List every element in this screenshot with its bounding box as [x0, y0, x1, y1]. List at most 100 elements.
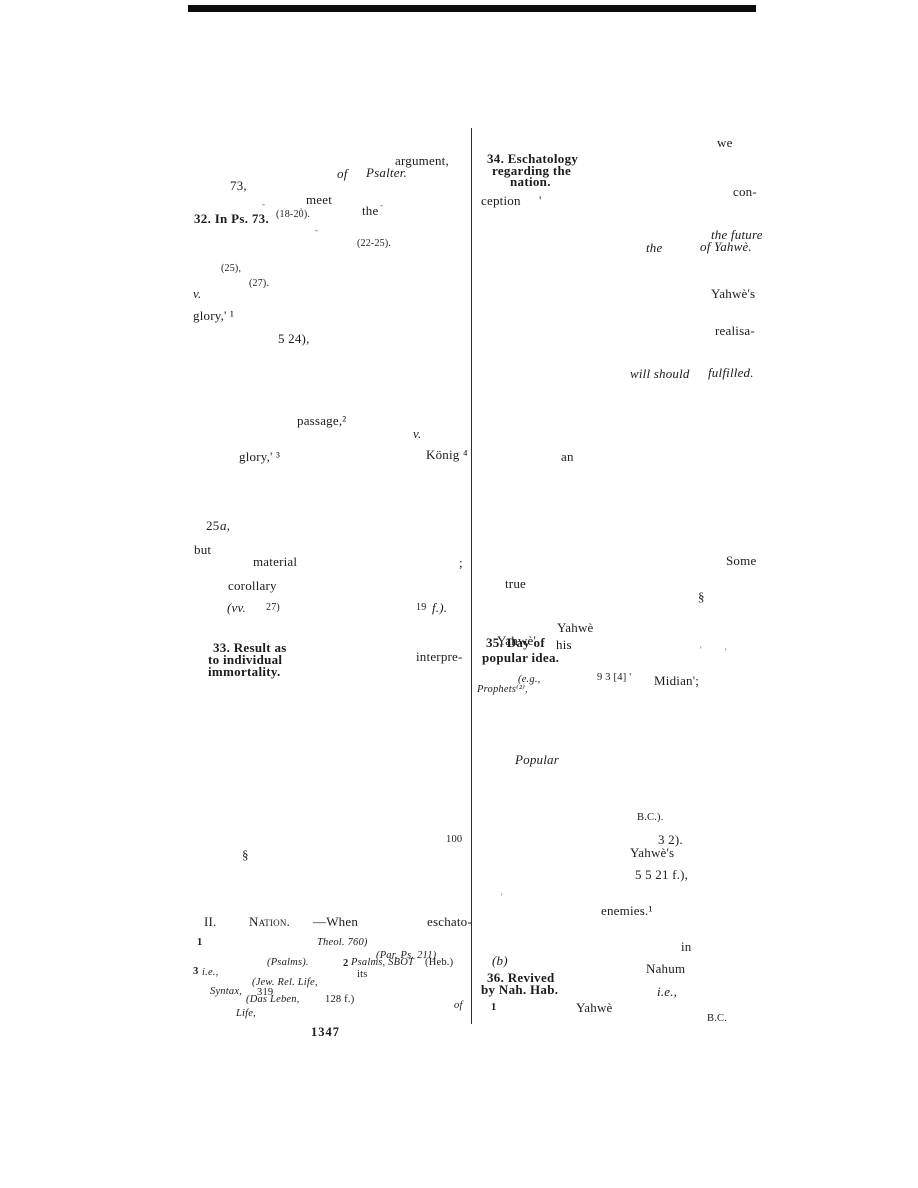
text-fragment: 73,: [230, 178, 247, 193]
column-divider: [471, 128, 472, 1024]
text-fragment: glory,' ³: [239, 449, 281, 464]
text-fragment: —When: [313, 914, 359, 929]
section-36-heading-line2: by Nah. Hab.: [481, 982, 559, 997]
text-fragment: 1: [491, 1002, 497, 1013]
text-fragment: enemies.¹: [601, 903, 653, 918]
text-fragment: Yahwè's: [711, 286, 756, 301]
text-fragment: in: [681, 939, 692, 954]
text-fragment: 319: [257, 987, 274, 998]
text-fragment: but: [194, 542, 212, 557]
text-fragment: Prophets⁽²⁾,: [477, 684, 528, 695]
text-fragment: Yahwè: [557, 620, 594, 635]
text-fragment: -: [315, 225, 319, 235]
text-fragment: i.e.,: [657, 984, 678, 999]
text-fragment: glory,' ¹: [193, 308, 235, 323]
text-fragment: his: [556, 637, 572, 652]
text-fragment: interpre-: [416, 649, 463, 664]
text-fragment: ': [725, 647, 727, 657]
text-fragment: 1: [197, 937, 203, 948]
text-fragment: 5 24),: [278, 331, 310, 346]
text-fragment: will should: [630, 366, 690, 381]
text-fragment: Syntax,: [210, 986, 243, 997]
text-fragment: (vv.: [227, 600, 246, 615]
text-fragment: 3: [193, 966, 199, 977]
text-fragment: true: [505, 576, 527, 591]
text-fragment: (Par. Ps. 211): [376, 950, 437, 961]
top-rule: [188, 5, 756, 12]
text-fragment: its: [357, 969, 368, 980]
section-35-heading-line1: 35. Day of: [486, 635, 545, 650]
text-fragment: (b): [492, 953, 508, 968]
text-fragment: II.: [204, 914, 217, 929]
text-fragment: ': [700, 645, 702, 655]
text-fragment: B.C.: [707, 1013, 728, 1024]
text-fragment: §: [242, 847, 249, 862]
text-fragment: 27): [266, 602, 280, 613]
text-fragment: -: [380, 200, 384, 210]
section-36-heading-line1: 36. Revived: [487, 970, 555, 985]
text-fragment: a,: [220, 518, 231, 533]
text-fragment: the future: [711, 227, 763, 242]
text-fragment: 100: [446, 834, 463, 845]
text-fragment: ': [539, 193, 542, 208]
text-fragment: (Heb.): [425, 957, 454, 968]
text-fragment: material: [253, 554, 298, 569]
text-fragment: Yahwè: [576, 1000, 613, 1015]
text-fragment: of: [454, 1000, 463, 1011]
text-fragment: Theol. 760): [317, 937, 368, 948]
text-fragment: (Psalms).: [267, 957, 309, 968]
text-fragment: passage,²: [297, 413, 347, 428]
text-fragment: an: [561, 449, 574, 464]
text-fragment: ception: [481, 193, 521, 208]
text-fragment: realisa-: [715, 323, 755, 338]
text-fragment: i.e.,: [202, 967, 219, 978]
section-33-heading-line1: 33. Result as: [213, 640, 287, 655]
text-fragment: ,: [300, 201, 303, 211]
section-34-heading-line3: nation.: [510, 174, 551, 189]
text-fragment: (25),: [221, 263, 242, 274]
text-fragment: 2: [343, 958, 349, 969]
text-fragment: fulfilled.: [708, 365, 754, 380]
text-fragment: (e.g.,: [518, 674, 541, 685]
section-34-heading-line2: regarding the: [492, 163, 572, 178]
text-fragment: of: [337, 166, 348, 181]
text-fragment: the: [646, 240, 663, 255]
text-fragment: 3 2).: [658, 832, 683, 847]
text-fragment: Psalter.: [366, 165, 407, 180]
text-fragment: we: [717, 135, 733, 150]
text-fragment: Some: [726, 553, 757, 568]
text-fragment: v.: [413, 426, 422, 441]
text-fragment: §: [698, 589, 705, 604]
text-fragment: Psalms, SBOT: [351, 957, 415, 968]
text-fragment: (Das Leben,: [246, 994, 300, 1005]
text-fragment: ': [501, 892, 503, 902]
text-fragment: König ⁴: [426, 447, 468, 462]
text-fragment: v.: [193, 286, 202, 301]
text-fragment: meet: [306, 192, 333, 207]
page-number: 1347: [311, 1025, 340, 1039]
text-fragment: eschato-: [427, 914, 472, 929]
section-34-heading-line1: 34. Eschatology: [487, 151, 579, 166]
text-fragment: -: [262, 199, 266, 209]
text-fragment: (27).: [249, 278, 270, 289]
section-35-heading-line2: popular idea.: [482, 650, 560, 665]
text-fragment: the: [362, 203, 379, 218]
text-fragment: Popular: [515, 752, 560, 767]
text-fragment: Midian';: [654, 673, 700, 688]
text-fragment: Nation.: [249, 914, 291, 929]
text-fragment: argument,: [395, 153, 449, 168]
text-fragment: f.).: [432, 600, 448, 615]
text-fragment: (18-20).: [276, 209, 311, 220]
text-fragment: (Jew. Rel. Life,: [252, 977, 318, 988]
text-fragment: Nahum: [646, 961, 686, 976]
text-fragment: Life,: [236, 1008, 256, 1019]
text-fragment: 5 5 21 f.),: [635, 867, 689, 882]
text-fragment: 19: [416, 602, 427, 613]
text-fragment: con-: [733, 184, 757, 199]
text-fragment: corollary: [228, 578, 277, 593]
text-fragment: of Yahwè.: [700, 239, 752, 254]
overprint-fragment: Yahwè': [497, 633, 537, 648]
text-fragment: (22-25).: [357, 238, 392, 249]
text-fragment: Yahwè's: [630, 845, 675, 860]
